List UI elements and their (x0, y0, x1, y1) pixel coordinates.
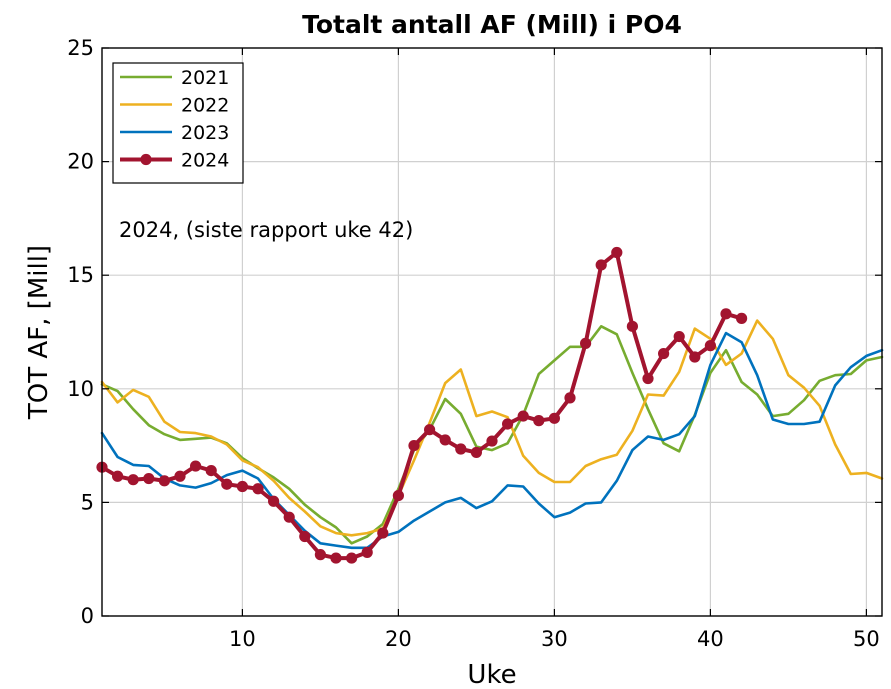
data-point-2024 (720, 308, 732, 320)
legend-marker-2024 (140, 153, 152, 166)
data-point-2024 (736, 312, 748, 324)
data-point-2024 (346, 552, 358, 564)
data-point-2024 (689, 351, 701, 363)
x-tick-label: 20 (385, 627, 412, 651)
series-line-2023 (100, 331, 884, 550)
data-point-2024 (190, 460, 202, 472)
data-point-2024 (392, 489, 404, 502)
plot-frame (101, 47, 883, 617)
data-point-2024 (408, 440, 420, 452)
data-point-2024 (642, 372, 654, 385)
data-point-2024 (424, 424, 436, 436)
data-point-2024 (174, 470, 186, 482)
legend-label-2023: 2023 (181, 122, 229, 144)
series-line-2022 (100, 319, 884, 537)
data-point-2024 (486, 435, 498, 447)
chart-title: Totalt antall AF (Mill) i PO4 (302, 10, 682, 39)
data-point-2024 (533, 415, 545, 427)
data-point-2024 (361, 546, 373, 558)
legend-label-2022: 2022 (181, 95, 229, 117)
data-point-2024 (330, 552, 342, 564)
y-tick-label: 5 (81, 490, 94, 514)
x-axis-label: Uke (467, 660, 516, 689)
x-tick-label: 30 (541, 627, 568, 651)
y-tick-label: 25 (67, 36, 94, 60)
data-point-2024 (112, 470, 124, 482)
data-point-2024 (283, 511, 295, 523)
data-point-2024 (673, 330, 685, 343)
data-point-2024 (564, 392, 576, 404)
y-tick-label: 20 (67, 150, 94, 174)
x-tick-label: 10 (229, 627, 256, 651)
data-point-2024 (268, 495, 280, 507)
data-point-2024 (158, 475, 170, 487)
data-point-2024 (299, 530, 311, 543)
y-tick-label: 15 (67, 263, 94, 287)
data-point-2024 (470, 446, 482, 459)
data-point-2024 (236, 480, 248, 493)
data-point-2024 (314, 549, 326, 561)
data-point-2024 (439, 434, 451, 446)
data-point-2024 (704, 340, 717, 352)
x-tick-label: 50 (853, 627, 880, 651)
data-point-2024 (252, 483, 264, 495)
data-point-2024 (377, 527, 389, 539)
data-point-2024 (580, 337, 592, 349)
data-point-2024 (548, 412, 561, 424)
legend-box (112, 62, 244, 184)
data-point-2024 (658, 347, 670, 360)
y-tick-label: 0 (81, 604, 94, 628)
legend-label-2021: 2021 (181, 67, 229, 89)
data-point-2024 (626, 320, 639, 332)
series-layer (96, 246, 884, 564)
legend-label-2024: 2024 (181, 150, 229, 172)
data-point-2024 (595, 259, 607, 271)
data-point-2024 (502, 418, 514, 430)
data-point-2024 (127, 474, 139, 486)
x-tick-label: 40 (697, 627, 724, 651)
chart-annotation: 2024, (siste rapport uke 42) (119, 218, 413, 242)
legend: 2021 2022 2023 2024 (112, 62, 244, 184)
y-axis-label: TOT AF, [Mill] (24, 245, 54, 420)
series-line-2021 (100, 324, 884, 545)
y-tick-label: 10 (67, 377, 94, 401)
data-point-2024 (143, 472, 155, 485)
data-point-2024 (517, 410, 529, 422)
axis-ticks: 10 20 30 40 50 0 5 10 15 20 25 (67, 36, 882, 651)
data-point-2024 (455, 443, 467, 455)
data-point-2024 (221, 478, 233, 490)
data-point-2024 (205, 464, 217, 477)
data-point-2024 (611, 246, 623, 259)
